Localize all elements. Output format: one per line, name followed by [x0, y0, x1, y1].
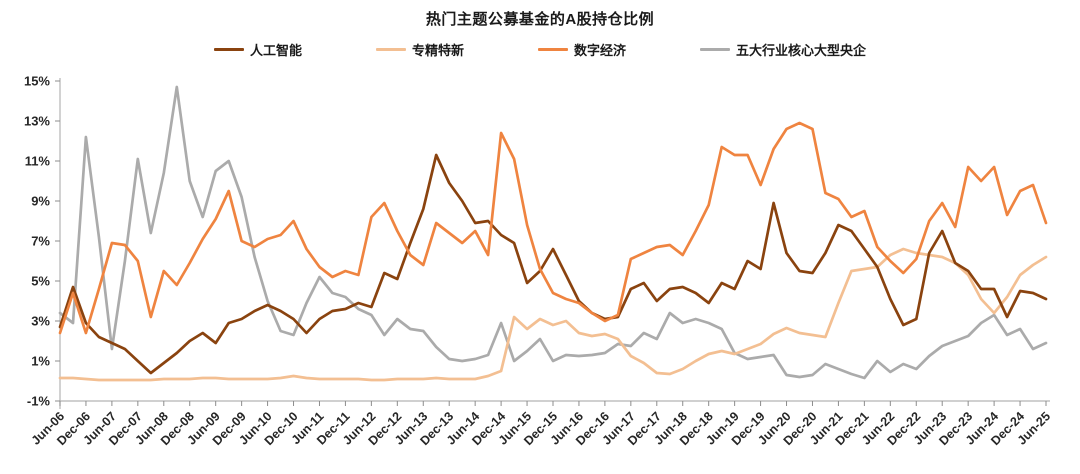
y-tick-label: 11% [25, 154, 51, 169]
chart-title: 热门主题公募基金的A股持仓比例 [425, 11, 655, 28]
legend-label-3: 数字经济 [574, 43, 627, 58]
y-tick-label: 1% [31, 354, 50, 369]
series-line-3 [58, 121, 1048, 335]
legend-item-3: 数字经济 [538, 40, 626, 59]
y-tick-label: -1% [27, 394, 51, 409]
legend-label-4: 五大行业核心大型央企 [736, 43, 867, 58]
y-tick-label: 7% [31, 234, 50, 249]
series-line-1 [58, 153, 1048, 375]
y-tick-label: 3% [31, 314, 50, 329]
series-line-4 [58, 85, 1048, 380]
series-line-2 [58, 247, 1048, 382]
y-tick-label: 5% [31, 274, 50, 289]
legend-swatch-4 [700, 48, 731, 51]
legend-item-1: 人工智能 [213, 40, 302, 59]
y-tick-label: 9% [31, 194, 50, 209]
legend-swatch-1 [213, 48, 244, 51]
legend-swatch-2 [375, 48, 406, 51]
legend-label-2: 专精特新 [411, 43, 464, 58]
y-tick-label: 13% [24, 114, 50, 129]
legend-item-2: 专精特新 [375, 40, 464, 59]
legend-label-1: 人工智能 [249, 43, 302, 58]
y-tick-label: 15% [24, 74, 50, 89]
legend-item-4: 五大行业核心大型央企 [700, 40, 866, 59]
legend-swatch-3 [538, 48, 568, 51]
chart-legend: 人工智能 专精特新 数字经济 五大行业核心大型央企 [0, 40, 1080, 59]
